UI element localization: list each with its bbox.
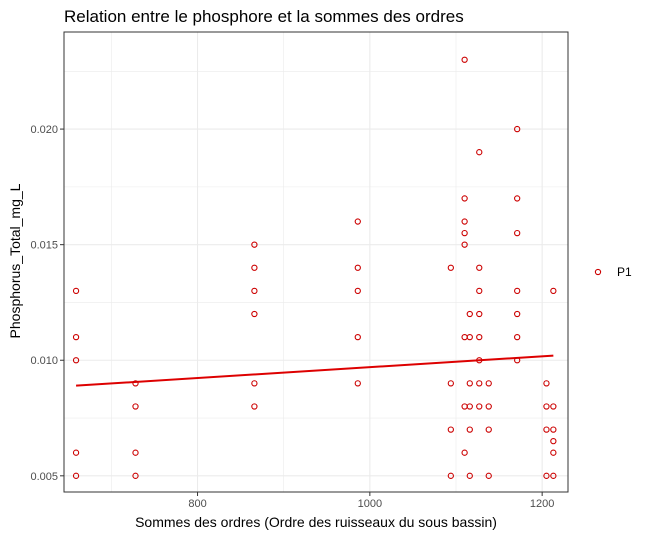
- data-point: [550, 287, 557, 295]
- data-point: [476, 333, 483, 341]
- data-point: [251, 310, 258, 318]
- data-point: [476, 403, 483, 410]
- data-point: [514, 287, 521, 295]
- chart-title: Relation entre le phosphore et la sommes…: [64, 7, 464, 26]
- data-point: [132, 403, 139, 410]
- data-point: [514, 357, 521, 364]
- data-point: [476, 380, 483, 387]
- data-point: [354, 287, 361, 295]
- trend-line: [75, 354, 554, 387]
- data-point: [550, 449, 557, 456]
- data-point: [72, 287, 80, 295]
- data-point: [514, 195, 521, 202]
- y-tick-label: 0.020: [30, 124, 58, 136]
- data-point: [251, 287, 258, 295]
- x-tick-label: 1000: [358, 498, 382, 510]
- data-point: [354, 380, 361, 387]
- data-point: [466, 472, 473, 479]
- data-point: [72, 472, 80, 479]
- data-point: [485, 472, 492, 479]
- data-point: [354, 333, 361, 341]
- data-point: [514, 310, 521, 318]
- data-point: [132, 449, 139, 456]
- y-tick-label: 0.010: [30, 355, 58, 367]
- data-points: [72, 56, 557, 479]
- data-point: [550, 426, 557, 433]
- data-point: [354, 218, 361, 225]
- data-point: [476, 310, 483, 318]
- data-point: [251, 403, 258, 410]
- legend: P1: [594, 265, 632, 279]
- data-point: [476, 264, 483, 271]
- data-point: [466, 333, 473, 341]
- data-point: [72, 357, 80, 364]
- y-axis-ticks: 0.005 0.010 0.015 0.020: [30, 124, 64, 483]
- y-axis-title: Phosphorus_Total_mg_L: [7, 183, 23, 338]
- data-point: [461, 56, 468, 63]
- data-point: [466, 403, 473, 410]
- grid-major: [64, 32, 568, 492]
- legend-key-p1: [594, 268, 602, 276]
- data-point: [485, 380, 492, 387]
- legend-label-p1: P1: [617, 265, 632, 279]
- data-point: [447, 264, 454, 271]
- x-tick-label: 1200: [530, 498, 554, 510]
- data-point: [543, 472, 550, 479]
- data-point: [543, 403, 550, 410]
- data-point: [485, 403, 492, 410]
- data-point: [476, 149, 483, 156]
- data-point: [251, 380, 258, 387]
- data-point: [485, 426, 492, 433]
- data-point: [132, 380, 139, 387]
- data-point: [461, 449, 468, 456]
- data-point: [354, 264, 361, 271]
- data-point: [251, 264, 258, 271]
- y-tick-label: 0.005: [30, 471, 58, 483]
- grid-minor: [64, 32, 568, 492]
- data-point: [514, 229, 521, 237]
- data-point: [514, 333, 521, 341]
- data-point: [466, 310, 473, 318]
- data-point: [251, 241, 258, 248]
- data-point: [447, 380, 454, 387]
- data-point: [132, 472, 139, 479]
- data-point: [447, 472, 454, 479]
- data-point: [543, 426, 550, 433]
- data-point: [461, 218, 468, 225]
- data-point: [72, 333, 80, 341]
- data-point: [543, 380, 550, 387]
- panel-border: [63, 31, 569, 493]
- data-point: [72, 449, 80, 456]
- data-point: [476, 287, 483, 295]
- x-axis-title: Sommes des ordres (Ordre des ruisseaux d…: [135, 514, 497, 530]
- data-point: [461, 229, 468, 237]
- data-point: [550, 403, 557, 410]
- trend-line-group: [75, 354, 554, 387]
- data-point: [550, 472, 557, 479]
- data-point: [466, 380, 473, 387]
- data-point: [461, 241, 468, 248]
- y-tick-label: 0.015: [30, 240, 58, 252]
- data-point: [466, 426, 473, 433]
- data-point: [476, 357, 483, 364]
- data-point: [514, 125, 521, 133]
- data-point: [447, 426, 454, 433]
- x-axis-ticks: 800 1000 1200: [188, 492, 554, 510]
- data-point: [550, 437, 557, 445]
- x-tick-label: 800: [188, 498, 206, 510]
- data-point: [461, 195, 468, 202]
